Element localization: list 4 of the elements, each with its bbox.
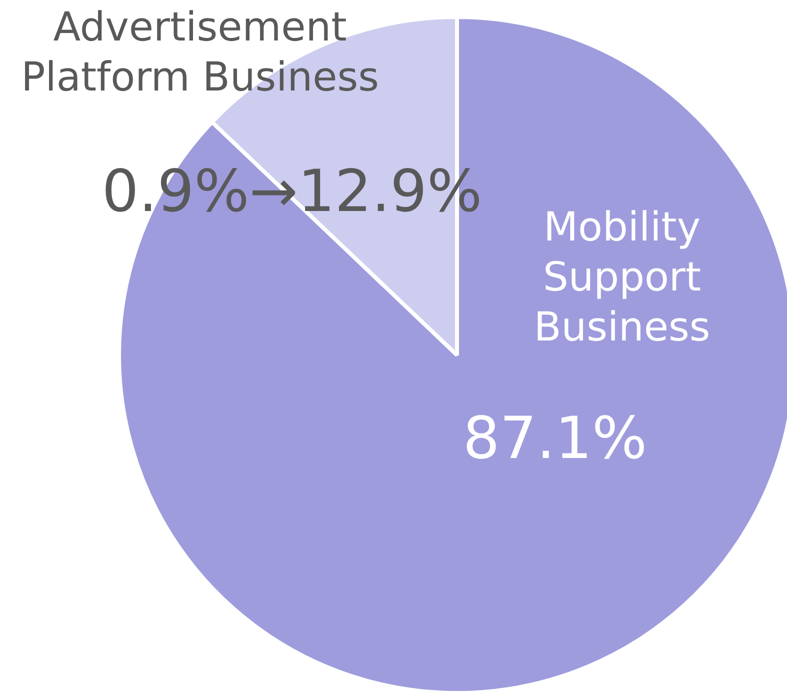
- slice-label: Advertisement Platform Business: [21, 4, 379, 100]
- slice-label: Mobility Support Business: [534, 204, 710, 350]
- data-label: 87.1%: [462, 404, 648, 472]
- data-label: 0.9%→12.9%: [102, 157, 482, 226]
